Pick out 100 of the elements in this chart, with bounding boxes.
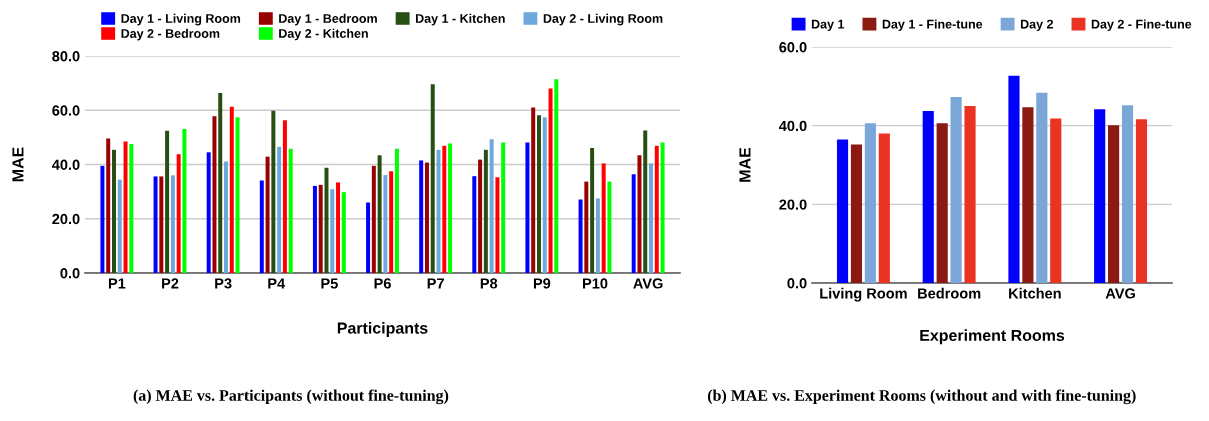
bar <box>206 152 211 273</box>
bar <box>1108 125 1120 283</box>
bar <box>265 156 270 273</box>
bar <box>584 181 589 273</box>
bar <box>590 147 595 273</box>
bar <box>878 133 890 283</box>
bar <box>483 149 488 273</box>
bar <box>312 185 317 273</box>
bar <box>495 177 500 273</box>
text: (a) MAE vs. Participants (without fine-tuning) <box>133 389 449 405</box>
bar <box>159 176 164 273</box>
bar <box>383 175 388 273</box>
bar <box>424 162 429 273</box>
bar <box>153 176 158 273</box>
bar <box>394 148 399 273</box>
bar <box>936 123 948 283</box>
bar <box>1050 118 1062 283</box>
bar <box>637 155 642 273</box>
bar <box>601 163 606 273</box>
x-tick-label: P7 <box>427 278 444 289</box>
bar <box>212 116 217 273</box>
bar <box>324 167 329 273</box>
y-tick-label: 20.0 <box>779 199 807 210</box>
bar <box>448 143 453 273</box>
bar <box>836 139 849 283</box>
bar <box>271 110 276 273</box>
bar <box>649 163 654 273</box>
bar <box>176 154 181 273</box>
bar <box>106 138 111 273</box>
bar <box>654 145 659 273</box>
bar <box>129 143 134 273</box>
x-tick-label: P10 <box>583 278 608 289</box>
bar <box>489 139 494 273</box>
bar <box>430 84 435 273</box>
bar <box>277 146 282 273</box>
bar <box>1121 105 1134 283</box>
x-tick-label: AVG <box>1105 288 1135 299</box>
bar <box>371 165 376 273</box>
bar <box>389 171 394 273</box>
bar <box>117 179 122 273</box>
bar <box>377 155 382 273</box>
bar <box>436 149 441 273</box>
bar <box>218 92 223 273</box>
legend-label: Day 2 - Bedroom <box>121 28 220 41</box>
bar <box>235 117 240 273</box>
x-tick-label: P4 <box>268 278 286 289</box>
bar <box>100 165 105 273</box>
bar <box>554 79 559 273</box>
y-tick-label: 60.0 <box>52 105 80 116</box>
bar <box>660 142 665 273</box>
bar <box>1135 119 1148 283</box>
legend-label: Day 2 - Kitchen <box>279 28 368 41</box>
bar <box>536 115 541 273</box>
bar <box>288 148 293 273</box>
bar <box>165 130 170 273</box>
bar <box>341 192 346 273</box>
bar <box>259 180 264 273</box>
x-tick-label: P8 <box>480 278 498 289</box>
bar <box>922 111 934 283</box>
bar <box>578 199 583 273</box>
bar <box>111 149 116 273</box>
x-tick-label: Kitchen <box>1009 287 1061 299</box>
bar <box>631 174 636 273</box>
bar <box>531 107 536 273</box>
x-tick-label: P2 <box>162 278 179 289</box>
x-tick-label: Bedroom <box>918 287 981 299</box>
legend-label: Day 2 - Fine-tune <box>1091 19 1192 32</box>
bar <box>643 130 648 273</box>
bar <box>1036 92 1048 283</box>
y-tick-label: 0.0 <box>60 268 80 279</box>
x-tick-label: Living Room <box>820 287 907 302</box>
x-axis-title: Participants <box>337 322 428 337</box>
x-tick-label: P5 <box>321 278 338 289</box>
bar <box>330 189 335 273</box>
y-tick-label: 80.0 <box>52 51 80 62</box>
bar <box>170 175 175 273</box>
x-tick-label: P3 <box>215 278 232 289</box>
x-tick-label: AVG <box>633 278 663 289</box>
bar <box>525 142 530 273</box>
bar <box>864 123 876 283</box>
x-axis-title: Experiment Rooms <box>920 329 1065 345</box>
x-tick-label: P1 <box>108 278 126 289</box>
bar <box>224 161 229 273</box>
bar <box>964 106 976 283</box>
bar <box>282 120 287 273</box>
bar <box>472 176 477 273</box>
bar <box>595 198 600 273</box>
y-tick-label: 20.0 <box>52 213 80 225</box>
x-tick-label: P6 <box>374 278 391 289</box>
legend-label: Day 1 - Bedroom <box>279 13 377 26</box>
bar <box>478 159 483 273</box>
bar <box>1094 109 1106 283</box>
bar <box>607 181 612 273</box>
y-tick-label: 40.0 <box>778 120 807 132</box>
bar <box>318 184 323 273</box>
bar <box>336 182 341 273</box>
y-axis-title: MAE <box>12 147 24 182</box>
bar <box>1022 107 1034 283</box>
bar <box>366 202 371 273</box>
bar <box>123 141 128 273</box>
